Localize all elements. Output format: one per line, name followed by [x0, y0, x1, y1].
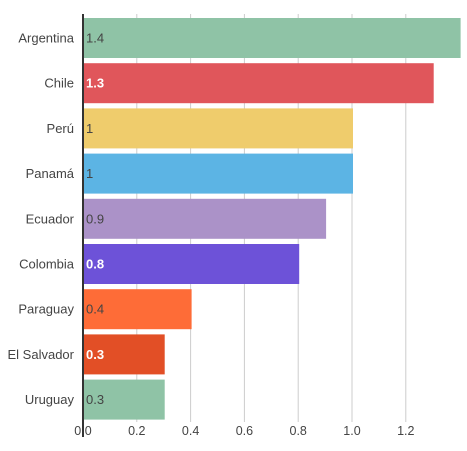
data-label: 1 — [86, 121, 93, 136]
category-label: Ecuador — [26, 211, 75, 226]
data-label: 0.3 — [86, 347, 104, 362]
data-label: 1 — [86, 166, 93, 181]
data-labels: 1.4 1.3 1 1 0.9 0.8 0.4 0.3 0.3 — [86, 31, 104, 408]
category-labels: Argentina Chile Perú Panamá Ecuador Colombia P… — [8, 31, 75, 408]
data-label: 1.4 — [86, 31, 104, 46]
x-tick-label: 0.2 — [128, 424, 145, 438]
bars — [84, 18, 461, 420]
bar — [84, 334, 165, 375]
data-label: 0.3 — [86, 392, 104, 407]
x-axis-ticks: 0.00.20.40.60.81.01.2 — [74, 424, 414, 438]
x-tick-label: 0.8 — [290, 424, 307, 438]
x-tick-label: 1.0 — [343, 424, 360, 438]
category-label: Colombia — [19, 257, 75, 272]
category-label: Panamá — [26, 166, 75, 181]
category-label: Chile — [44, 76, 74, 91]
category-label: Paraguay — [18, 302, 74, 317]
bar — [84, 153, 353, 194]
bar — [84, 198, 327, 239]
bar — [84, 63, 434, 104]
data-label: 0.9 — [86, 211, 104, 226]
category-label: Argentina — [18, 31, 74, 46]
bar — [84, 379, 165, 420]
data-label: 0.8 — [86, 257, 104, 272]
bar — [84, 18, 461, 58]
data-label: 1.3 — [86, 76, 104, 91]
bar — [84, 244, 300, 284]
bar — [84, 108, 353, 149]
category-label: Uruguay — [25, 392, 75, 407]
x-tick-label: 0.6 — [236, 424, 253, 438]
bar — [84, 289, 192, 330]
category-label: El Salvador — [8, 347, 75, 362]
x-tick-label: 1.2 — [397, 424, 414, 438]
category-label: Perú — [47, 121, 74, 136]
x-tick-label: 0.4 — [182, 424, 199, 438]
data-label: 0.4 — [86, 302, 104, 317]
